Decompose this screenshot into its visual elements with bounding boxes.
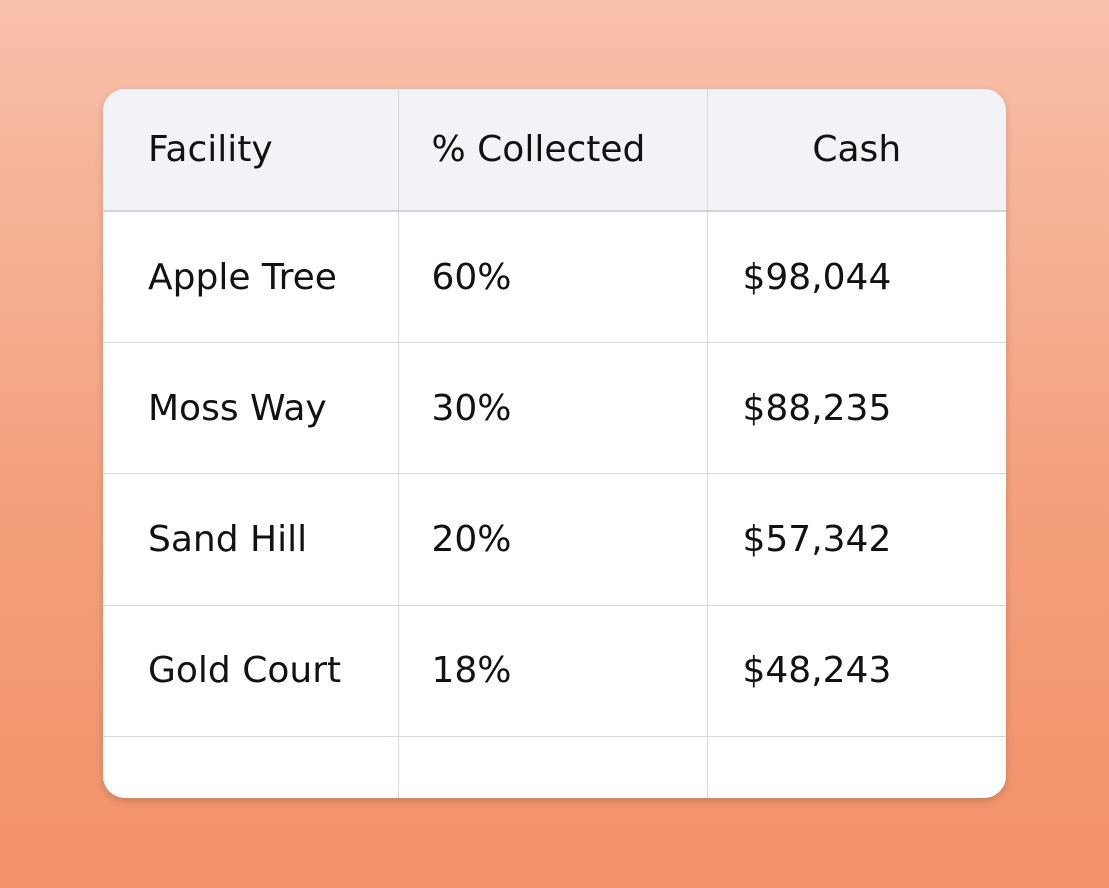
table-body: Apple Tree 60% $98,044 Moss Way 30% $88,… — [103, 210, 1006, 798]
cell-facility: Sand Hill — [103, 473, 398, 606]
facility-table-card: Facility % Collected Cash Apple Tree 60%… — [103, 89, 1006, 798]
cell-facility: Gold Court — [103, 604, 398, 737]
cell-collected: 30% — [397, 342, 707, 474]
empty-row — [103, 735, 1006, 798]
cell-facility: Moss Way — [103, 342, 398, 474]
empty-cell — [706, 735, 1006, 798]
empty-cell — [103, 735, 398, 798]
table-row: Sand Hill 20% $57,342 — [103, 473, 1006, 606]
cell-collected: 60% — [397, 210, 707, 343]
cell-collected: 18% — [397, 604, 707, 737]
facility-table: Facility % Collected Cash Apple Tree 60%… — [103, 89, 1006, 798]
header-facility: Facility — [103, 89, 398, 212]
header-collected: % Collected — [397, 89, 707, 212]
cell-cash: $98,044 — [706, 210, 1006, 343]
table-row: Moss Way 30% $88,235 — [103, 342, 1006, 474]
table-row: Apple Tree 60% $98,044 — [103, 210, 1006, 343]
cell-cash: $88,235 — [706, 342, 1006, 474]
cell-cash: $57,342 — [706, 473, 1006, 606]
table-row: Gold Court 18% $48,243 — [103, 604, 1006, 737]
cell-collected: 20% — [397, 473, 707, 606]
table-header: Facility % Collected Cash — [103, 89, 1006, 212]
cell-facility: Apple Tree — [103, 210, 398, 343]
empty-cell — [397, 735, 707, 798]
header-row: Facility % Collected Cash — [103, 89, 1006, 212]
cell-cash: $48,243 — [706, 604, 1006, 737]
header-cash: Cash — [706, 89, 1006, 212]
